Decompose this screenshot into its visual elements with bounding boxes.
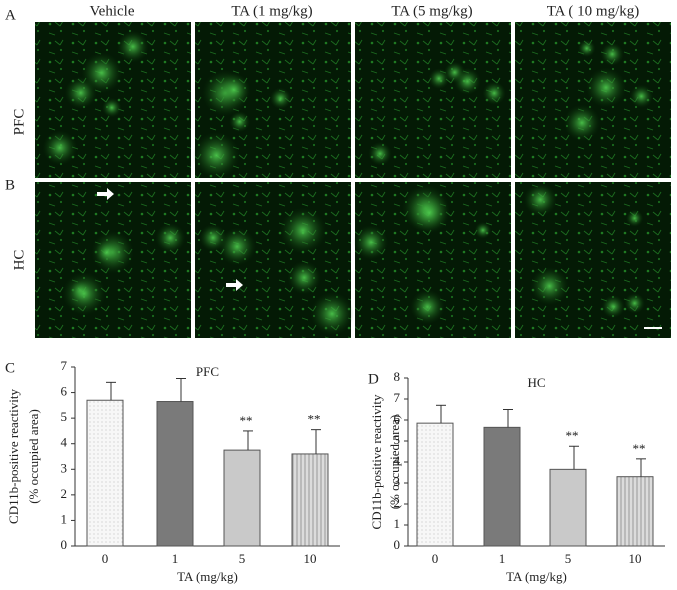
arrow [226,279,243,291]
cell [42,130,78,166]
bar [616,476,654,547]
y-tick-label: 2 [61,486,68,501]
x-tick-label: 1 [499,551,506,566]
bar [291,453,329,547]
x-axis-label: TA (mg/kg) [177,569,238,584]
y-tick-label: 1 [394,516,401,531]
cell [629,84,654,109]
cell [563,104,601,142]
chart-title: HC [527,375,545,390]
bar [156,401,194,547]
column-label: TA ( 10 mg/kg) [547,3,640,19]
column-label: Vehicle [90,3,135,19]
bar [483,426,521,547]
panel-label: B [5,177,15,193]
panel-label: D [368,371,379,387]
bar [549,468,587,547]
cell [523,183,557,217]
arrow [97,188,114,200]
row-label: PFC [11,109,27,136]
cell [410,289,445,325]
y-tick-label: 1 [61,511,68,526]
x-axis-label: TA (mg/kg) [506,569,567,584]
cell [530,266,569,306]
significance: ** [633,441,646,456]
y-tick-label: 6 [394,411,401,426]
cell [624,292,646,314]
cell [474,221,492,239]
x-tick-label: 10 [304,551,317,566]
cell [353,224,389,260]
cell [601,294,625,319]
significance: ** [240,413,253,428]
cell [269,87,292,110]
cell [310,292,354,336]
cell [626,209,644,227]
y-tick-label: 3 [394,474,401,489]
cell [279,207,327,254]
y-tick-label: 5 [394,432,401,447]
x-tick-label: 0 [102,551,109,566]
cell [229,111,251,133]
cell [81,52,123,94]
cell [101,97,122,118]
y-tick-label: 6 [61,384,68,399]
column-label: TA (5 mg/kg) [391,3,472,19]
column-label: TA (1 mg/kg) [231,3,312,19]
cell [218,227,257,266]
y-axis-label: CD11b-positive reactivity [6,389,21,524]
y-axis-label: (% occupied area) [26,409,41,504]
chart-title: PFC [196,364,219,379]
y-tick-label: 4 [394,453,401,468]
y-tick-label: 7 [394,390,401,405]
cell [116,30,149,63]
y-axis-label: (% occupied area) [387,415,402,510]
cell [585,67,627,108]
micrographs [35,22,671,338]
cell [217,73,251,107]
cell [192,131,240,179]
row-label: HC [11,250,27,271]
cell [368,141,392,166]
y-tick-label: 0 [394,537,401,552]
cell [482,81,506,105]
cell [287,260,322,295]
x-tick-label: 10 [629,551,642,566]
cell [600,42,624,66]
bar [86,399,124,547]
cell [428,68,450,90]
cell [62,271,106,316]
cell [453,67,481,95]
panel-label: A [5,7,16,23]
cell [577,39,596,58]
y-tick-label: 2 [394,495,401,510]
cell [155,222,186,253]
x-tick-label: 1 [172,551,179,566]
y-tick-label: 0 [61,537,68,552]
bar [223,449,261,547]
cell [408,192,450,234]
y-tick-label: 7 [61,358,68,373]
bar [416,422,454,547]
x-tick-label: 5 [239,551,246,566]
x-tick-label: 0 [432,551,439,566]
significance: ** [308,412,321,427]
x-tick-label: 5 [565,551,572,566]
panel-label: C [5,360,15,376]
significance: ** [566,428,579,443]
y-tick-label: 4 [61,435,68,450]
y-axis-label: CD11b-positive reactivity [369,394,384,529]
y-tick-label: 3 [61,460,68,475]
y-tick-label: 5 [61,409,68,424]
cell [94,240,120,265]
y-tick-label: 8 [394,369,401,384]
